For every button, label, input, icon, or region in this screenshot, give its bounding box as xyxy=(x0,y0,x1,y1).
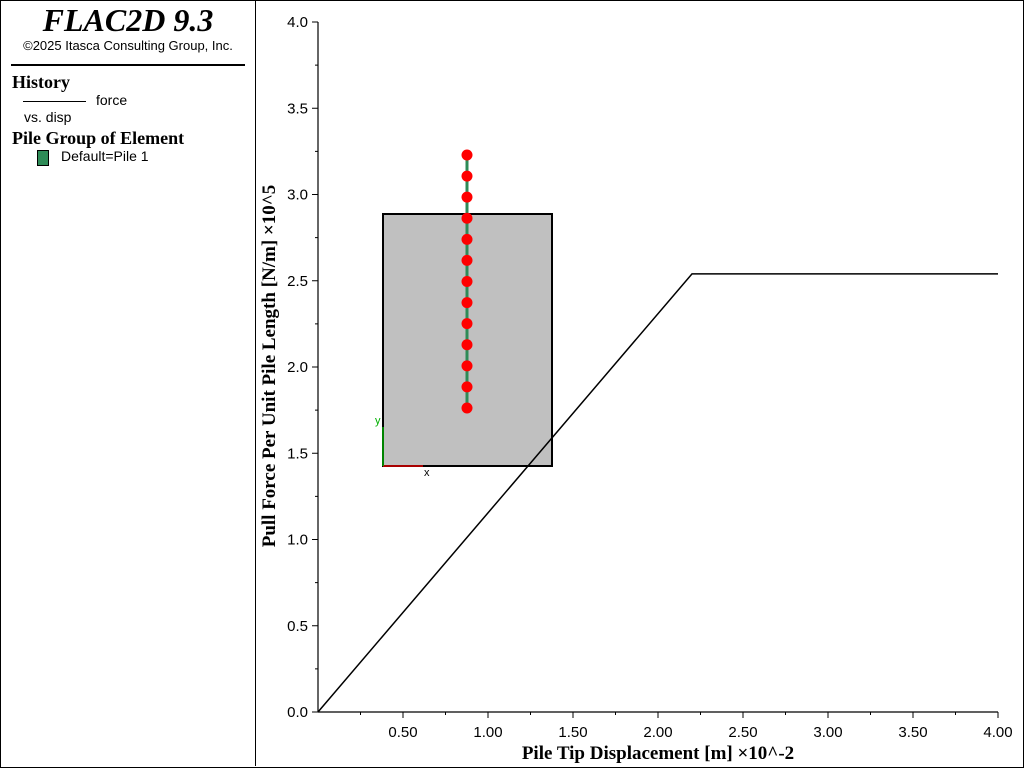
pile-node xyxy=(461,254,473,266)
y-tick-label: 1.0 xyxy=(287,532,308,549)
pile-item-label: Default=Pile 1 xyxy=(61,148,149,164)
y-tick-label: 1.5 xyxy=(287,445,308,462)
x-tick-label: 4.00 xyxy=(983,724,1012,741)
pile-node xyxy=(461,381,473,393)
x-axis-title: Pile Tip Displacement [m] ×10^-2 xyxy=(522,743,794,764)
copyright-text: ©2025 Itasca Consulting Group, Inc. xyxy=(23,38,233,53)
x-tick-label: 1.00 xyxy=(473,724,502,741)
history-title: History xyxy=(12,72,70,92)
app-title: FLAC2D 9.3 xyxy=(42,2,214,38)
y-tick-label: 0.5 xyxy=(287,618,308,635)
pile-node xyxy=(461,149,473,161)
x-tick-label: 1.50 xyxy=(558,724,587,741)
pile-node xyxy=(461,318,473,330)
x-tick-label: 0.50 xyxy=(388,724,417,741)
x-tick-label: 2.50 xyxy=(728,724,757,741)
pile-node xyxy=(461,339,473,351)
y-tick-label: 0.0 xyxy=(287,704,308,721)
force-disp-series-line xyxy=(317,273,998,713)
pile-node xyxy=(461,170,473,182)
pile-node xyxy=(461,297,473,309)
inset-y-label: y xyxy=(375,415,381,427)
pile-nodes xyxy=(461,149,473,414)
history-disp-label: vs. disp xyxy=(24,109,72,125)
pile-node xyxy=(461,212,473,224)
x-tick-label: 3.50 xyxy=(898,724,927,741)
y-tick-label: 3.5 xyxy=(287,100,308,117)
pile-node xyxy=(461,360,473,372)
pile-node xyxy=(461,276,473,287)
inset-x-label: x xyxy=(424,467,430,479)
y-tick-label: 4.0 xyxy=(287,14,308,31)
x-tick-label: 2.00 xyxy=(643,724,672,741)
y-tick-label: 2.5 xyxy=(287,273,308,290)
history-line-sample xyxy=(23,101,86,102)
legend-separator xyxy=(11,64,245,66)
y-tick-label: 3.0 xyxy=(287,187,308,204)
pile-node xyxy=(461,402,473,414)
y-tick-label: 2.0 xyxy=(287,359,308,376)
pile-node xyxy=(461,233,473,245)
history-force-label: force xyxy=(96,92,128,108)
pile-color-swatch xyxy=(37,150,49,166)
pile-group-title: Pile Group of Element xyxy=(12,128,185,148)
legend-panel: FLAC2D 9.3 ©2025 Itasca Consulting Group… xyxy=(1,1,256,766)
y-ticks: 0.0 0.5 1.0 1.5 2.0 2.5 3.0 3.5 4.0 xyxy=(287,14,318,721)
pile-node xyxy=(461,191,473,203)
y-axis-title: Pull Force Per Unit Pile Length [N/m] ×1… xyxy=(259,185,280,548)
model-inset: x y xyxy=(375,149,553,479)
x-tick-label: 3.00 xyxy=(813,724,842,741)
x-ticks: 0.50 1.00 1.50 2.00 2.50 3.00 3.50 4.00 xyxy=(360,712,1013,741)
